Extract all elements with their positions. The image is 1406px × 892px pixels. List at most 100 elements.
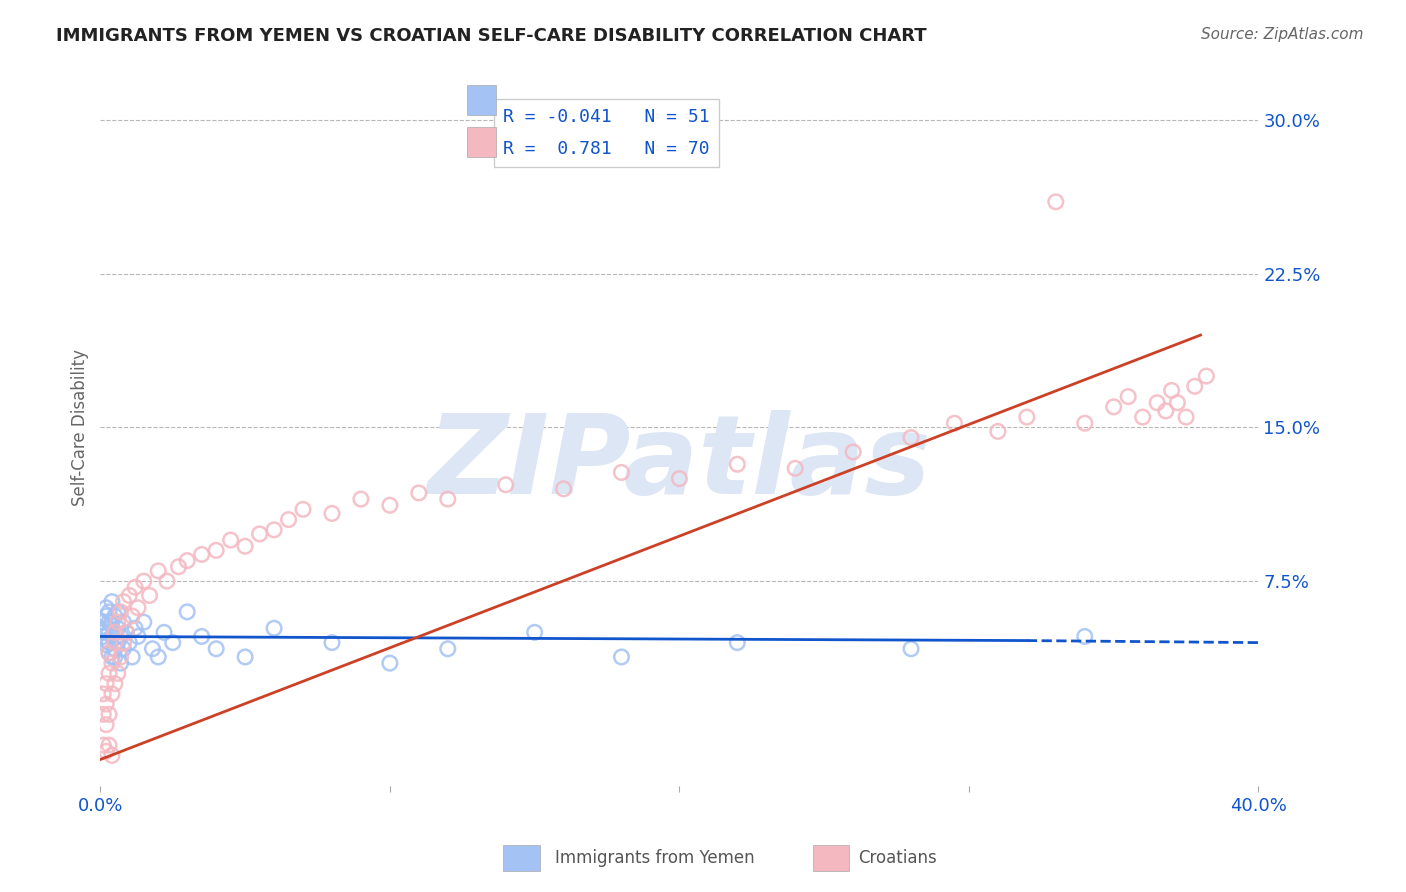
Point (107, 605, 129, 619)
Point (785, 461, 807, 475)
Point (91, 625, 114, 640)
Point (378, 656, 401, 670)
Point (94, 609, 117, 624)
Point (98, 625, 121, 640)
Point (1154, 404, 1177, 418)
Point (118, 589, 141, 603)
Point (153, 625, 176, 640)
Point (110, 656, 132, 670)
Point (94, 621, 117, 635)
Point (725, 457, 748, 471)
Point (101, 748, 124, 763)
Point (553, 482, 575, 496)
Point (1015, 410, 1038, 425)
Point (104, 609, 127, 624)
Point (1195, 369, 1218, 384)
Point (263, 523, 285, 537)
Point (91, 630, 114, 644)
Text: Source: ZipAtlas.com: Source: ZipAtlas.com (1201, 27, 1364, 42)
Point (110, 630, 132, 644)
Text: Croatians: Croatians (858, 849, 936, 867)
Point (167, 559, 190, 574)
Point (523, 625, 546, 640)
Point (321, 507, 343, 521)
Point (176, 605, 198, 619)
Point (127, 630, 149, 644)
Point (378, 498, 401, 512)
Point (219, 533, 242, 547)
Point (277, 513, 299, 527)
Point (321, 635, 343, 649)
Point (107, 615, 129, 629)
Point (112, 615, 135, 629)
Point (1132, 410, 1154, 425)
Point (115, 625, 138, 640)
Point (725, 635, 748, 649)
Point (98, 666, 121, 681)
Point (205, 641, 228, 656)
Point (104, 676, 127, 690)
Point (148, 564, 170, 578)
Point (495, 477, 517, 491)
Point (148, 650, 170, 665)
Point (610, 466, 633, 480)
Point (104, 635, 127, 649)
Text: R = -0.041   N = 51
R =  0.781   N = 70: R = -0.041 N = 51 R = 0.781 N = 70 (503, 108, 710, 158)
Point (233, 650, 256, 665)
Point (127, 600, 149, 615)
Point (987, 425, 1010, 439)
Point (1102, 400, 1125, 414)
Point (91, 687, 114, 701)
Point (94, 744, 117, 758)
Text: Immigrants from Yemen: Immigrants from Yemen (555, 849, 755, 867)
Point (233, 539, 256, 553)
Point (101, 650, 124, 665)
Point (121, 609, 143, 624)
Point (1074, 630, 1097, 644)
Point (94, 717, 117, 731)
Point (107, 635, 129, 649)
Point (132, 574, 155, 588)
Point (101, 630, 124, 644)
Point (104, 625, 127, 640)
Point (98, 707, 121, 722)
Point (436, 492, 458, 507)
Point (610, 650, 633, 665)
Point (138, 589, 160, 603)
Point (107, 666, 129, 681)
Point (1146, 395, 1168, 409)
Point (900, 641, 922, 656)
Point (112, 641, 135, 656)
Point (1175, 410, 1198, 425)
Point (292, 502, 315, 516)
Point (668, 472, 690, 486)
Point (436, 641, 458, 656)
Point (112, 594, 135, 608)
Point (124, 580, 146, 594)
Point (190, 548, 212, 562)
Point (141, 641, 163, 656)
Point (900, 431, 922, 445)
Point (156, 574, 179, 588)
Point (249, 527, 271, 541)
Point (94, 697, 117, 711)
Point (98, 615, 121, 629)
Text: IMMIGRANTS FROM YEMEN VS CROATIAN SELF-CARE DISABILITY CORRELATION CHART: IMMIGRANTS FROM YEMEN VS CROATIAN SELF-C… (56, 27, 927, 45)
Text: ZIPatlas: ZIPatlas (427, 409, 931, 516)
Point (1166, 395, 1188, 409)
Point (1074, 416, 1097, 430)
Point (94, 600, 117, 615)
Point (104, 625, 127, 640)
Point (94, 676, 117, 690)
Point (1160, 384, 1182, 398)
Point (101, 594, 124, 608)
Point (101, 687, 124, 701)
Point (112, 635, 135, 649)
Point (98, 605, 121, 619)
Point (101, 656, 124, 670)
Point (162, 635, 184, 649)
Point (107, 621, 129, 635)
Point (110, 650, 132, 665)
Point (94, 633, 117, 648)
Point (91, 707, 114, 722)
